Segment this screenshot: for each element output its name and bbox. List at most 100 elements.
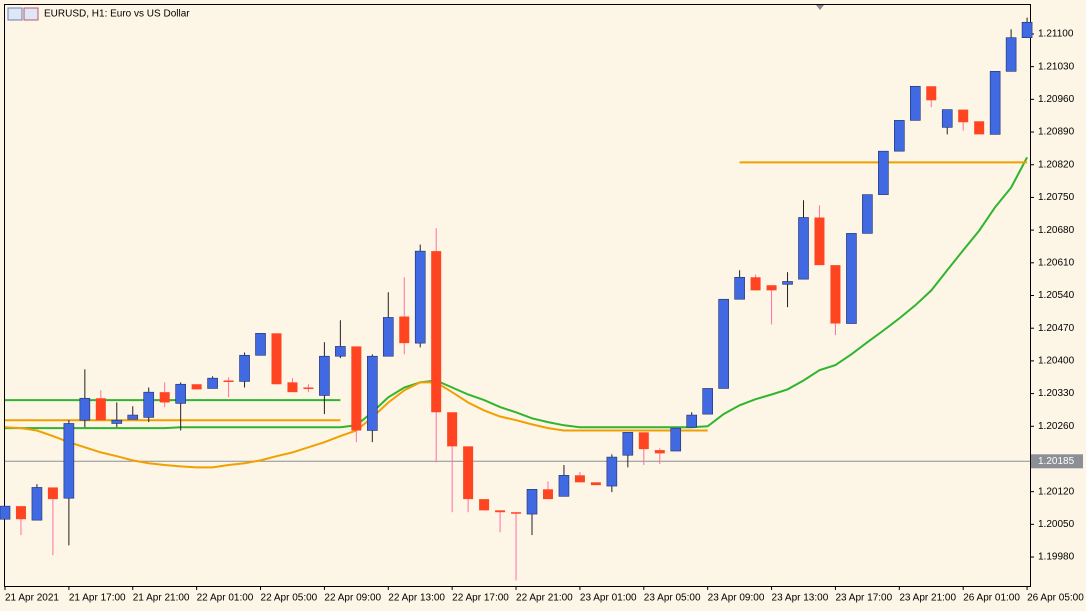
candle-body: [495, 510, 506, 513]
candle-body: [447, 412, 458, 447]
y-tick-label: 1.20750: [1038, 192, 1075, 203]
candle-body: [941, 109, 953, 128]
candle-body: [830, 265, 841, 324]
candle-body: [734, 276, 745, 300]
candle-body: [958, 109, 969, 123]
chart-title: EURUSD, H1: Euro vs US Dollar: [44, 9, 190, 20]
candle-body: [239, 354, 250, 382]
candle-body: [431, 251, 442, 413]
candle-body: [367, 355, 378, 431]
candle-body: [351, 346, 362, 431]
x-tick-label: 22 Apr 21:00: [516, 593, 573, 604]
candle-body: [287, 382, 298, 393]
candle-body: [862, 194, 873, 234]
candle-body: [463, 446, 474, 500]
candle-body: [511, 512, 522, 514]
candle-body: [526, 489, 538, 515]
candle-body: [894, 120, 905, 152]
x-tick-label: 26 Apr 01:00: [963, 593, 1020, 604]
indicator-line: [5, 156, 1028, 430]
candle-body: [271, 333, 282, 385]
candle-body: [15, 506, 26, 520]
x-tick-label: 21 Apr 17:00: [69, 593, 126, 604]
candle-body: [718, 298, 729, 389]
plot-area: [0, 17, 1033, 581]
candle-body: [654, 450, 665, 454]
candle-body: [479, 499, 490, 511]
candle-body: [79, 397, 91, 421]
candle-body: [1021, 21, 1033, 38]
candle-body: [926, 86, 937, 101]
x-tick-label: 22 Apr 17:00: [452, 593, 509, 604]
candle-body: [31, 487, 43, 521]
candle-body: [590, 482, 601, 486]
shift-marker: [816, 5, 824, 10]
candle-body: [542, 489, 553, 500]
candle-body: [95, 398, 106, 421]
candle-body: [255, 333, 266, 356]
current-price-label: 1.20185: [1038, 456, 1075, 467]
x-tick-label: 23 Apr 21:00: [899, 593, 956, 604]
candle-body: [0, 505, 11, 520]
candle-body: [399, 316, 410, 344]
y-tick-label: 1.20120: [1038, 486, 1075, 497]
y-tick-label: 1.20610: [1038, 257, 1075, 268]
y-tick-label: 1.21100: [1038, 29, 1074, 40]
window-icon: [7, 7, 39, 21]
candle-body: [558, 475, 570, 497]
x-tick-label: 23 Apr 09:00: [708, 593, 765, 604]
x-tick-label: 23 Apr 13:00: [772, 593, 829, 604]
candle-body: [750, 277, 761, 291]
y-tick-label: 1.20890: [1038, 127, 1075, 138]
candle-body: [191, 384, 202, 390]
candle-body: [686, 414, 698, 428]
y-tick-label: 1.20330: [1038, 388, 1075, 399]
candle-body: [63, 423, 75, 499]
y-tick-label: 1.19980: [1038, 552, 1075, 563]
candle-body: [909, 85, 921, 121]
candle-body: [1005, 37, 1017, 72]
candle-body: [143, 391, 155, 418]
candle-body: [974, 121, 985, 135]
y-tick-label: 1.20050: [1038, 519, 1075, 530]
candle-body: [159, 392, 170, 403]
x-tick-label: 26 Apr 05:00: [1027, 593, 1084, 604]
candle-body: [175, 383, 186, 404]
candle-body: [319, 355, 330, 396]
candle-body: [47, 487, 58, 500]
x-tick-label: 23 Apr 17:00: [835, 593, 892, 604]
candle-body: [574, 475, 585, 483]
current-price-box: [1031, 454, 1083, 469]
y-tick-label: 1.20820: [1038, 159, 1075, 170]
y-tick-label: 1.20400: [1038, 356, 1075, 367]
candle-body: [702, 388, 713, 415]
x-tick-label: 22 Apr 09:00: [324, 593, 381, 604]
candle-body: [814, 217, 825, 266]
candle-body: [798, 217, 809, 280]
x-tick-label: 21 Apr 21:00: [133, 593, 190, 604]
candle-body: [414, 250, 426, 344]
candle-body: [111, 419, 123, 424]
candle-body: [846, 233, 857, 324]
candle-body: [303, 387, 314, 390]
y-tick-label: 1.20960: [1038, 94, 1075, 105]
candle-body: [622, 432, 634, 456]
y-tick-label: 1.20260: [1038, 421, 1075, 432]
y-tick-label: 1.20680: [1038, 225, 1075, 236]
candle-body: [606, 456, 618, 487]
y-tick-label: 1.20470: [1038, 323, 1075, 334]
x-tick-label: 23 Apr 05:00: [644, 593, 701, 604]
candle-body: [782, 281, 793, 285]
candle-body: [670, 427, 682, 452]
candle-body: [223, 380, 234, 383]
y-tick-label: 1.20540: [1038, 290, 1075, 301]
candle-body: [127, 414, 139, 420]
x-tick-label: 22 Apr 13:00: [388, 593, 445, 604]
x-tick-label: 22 Apr 01:00: [197, 593, 254, 604]
candle-body: [878, 150, 889, 195]
y-tick-label: 1.21030: [1038, 61, 1075, 72]
x-tick-label: 22 Apr 05:00: [261, 593, 318, 604]
